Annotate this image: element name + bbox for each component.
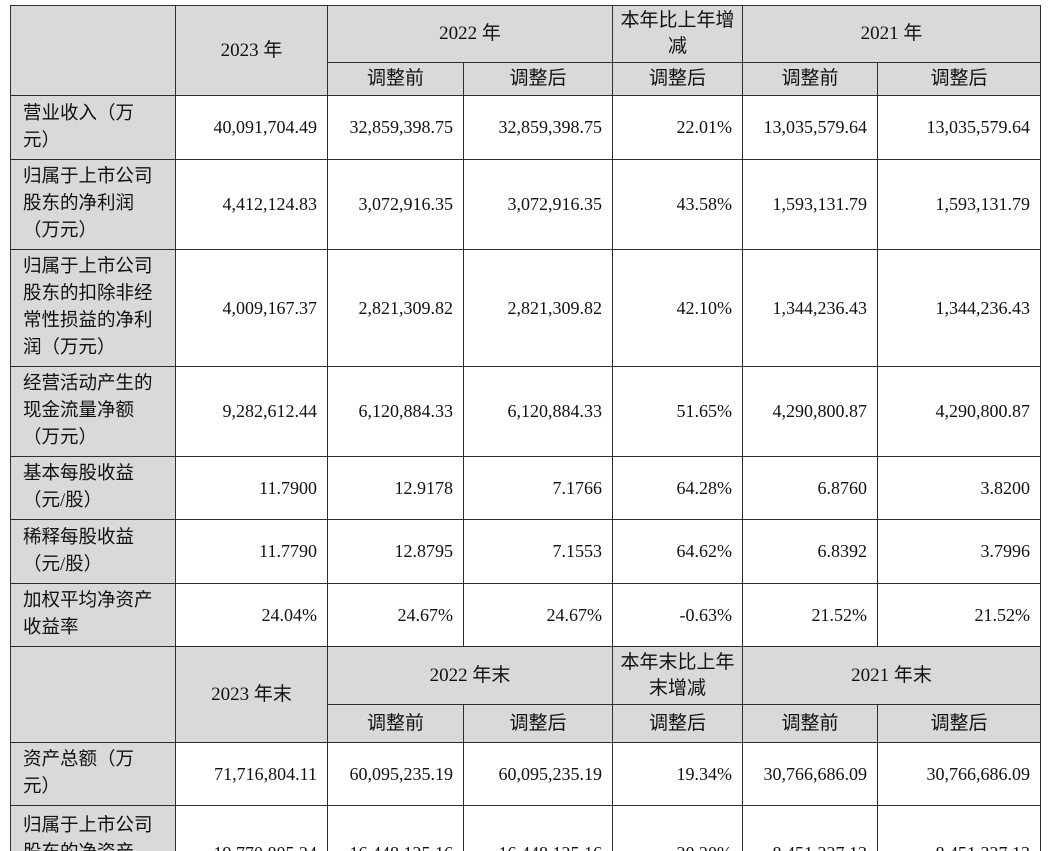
table-row-weighted-roe: 加权平均净资产收益率 24.04% 24.67% 24.67% -0.63% 2… [10, 583, 1042, 647]
table-row-net-profit: 归属于上市公司股东的净利润（万元） 4,412,124.83 3,072,916… [10, 159, 1042, 250]
adj-after-2021-header: 调整后 [877, 62, 1042, 96]
adj-before-2021-header: 调整前 [742, 62, 879, 96]
adj-before-2021ye-header: 调整前 [742, 704, 879, 743]
adj-after-2022ye-header: 调整后 [462, 704, 614, 743]
value-cell: 7.1766 [462, 456, 614, 520]
value-cell: 13,035,579.64 [742, 95, 879, 160]
value-cell: 6,120,884.33 [327, 366, 464, 457]
value-cell: 4,412,124.83 [175, 159, 328, 250]
annual-subheader-row: 调整前 调整后 调整后 调整前 调整后 [11, 62, 1042, 96]
key-financials-table: 2023 年 2022 年 本年比上年增减 2021 年 调整前 调整后 调整后… [10, 5, 1042, 851]
row-label: 基本每股收益（元/股） [10, 456, 176, 520]
yearend-change-header: 本年末比上年末增减 [612, 646, 744, 705]
value-cell: 30,766,686.09 [742, 742, 879, 806]
value-cell: 4,009,167.37 [175, 249, 328, 367]
value-cell: 13,035,579.64 [877, 95, 1042, 160]
value-cell: 1,593,131.79 [742, 159, 879, 250]
yearend-subheader-row: 调整前 调整后 调整后 调整前 调整后 [11, 704, 1042, 743]
yearend-header-row: 2023 年末 2022 年末 本年末比上年末增减 2021 年末 [10, 646, 1042, 743]
value-cell: 21.52% [742, 583, 879, 647]
adj-after-2021ye-header: 调整后 [877, 704, 1042, 743]
value-cell: 32,859,398.75 [462, 95, 614, 160]
value-cell: 9,282,612.44 [175, 366, 328, 457]
value-cell: 24.04% [175, 583, 328, 647]
value-cell: 16,448,125.16 [327, 805, 464, 851]
value-cell: 71,716,804.11 [175, 742, 328, 806]
adj-after-ye-change-header: 调整后 [612, 704, 744, 743]
value-cell: 19.34% [612, 742, 744, 806]
value-cell: 4,290,800.87 [742, 366, 879, 457]
adj-before-2022ye-header: 调整前 [327, 704, 464, 743]
row-label: 归属于上市公司股东的扣除非经常性损益的净利润（万元） [10, 249, 176, 367]
value-cell: 3.8200 [877, 456, 1042, 520]
value-cell: 3,072,916.35 [327, 159, 464, 250]
value-cell: 11.7790 [175, 519, 328, 584]
row-label: 资产总额（万元） [10, 742, 176, 806]
row-label: 营业收入（万元） [10, 95, 176, 160]
value-cell: 16,448,125.16 [462, 805, 614, 851]
value-cell: 60,095,235.19 [327, 742, 464, 806]
value-cell: 40,091,704.49 [175, 95, 328, 160]
yearend-2022-header: 2022 年末 [326, 646, 614, 705]
value-cell: 43.58% [612, 159, 744, 250]
value-cell: 12.8795 [327, 519, 464, 584]
value-cell: 2,821,309.82 [462, 249, 614, 367]
corner-blank-cell [10, 5, 176, 96]
year-2021-header: 2021 年 [742, 5, 1042, 63]
value-cell: 1,344,236.43 [877, 249, 1042, 367]
year-2023-header: 2023 年 [175, 5, 328, 96]
adj-after-2022-header: 调整后 [462, 62, 614, 96]
yearend-2021-header: 2021 年末 [742, 646, 1042, 705]
value-cell: 1,593,131.79 [877, 159, 1042, 250]
value-cell: 24.67% [327, 583, 464, 647]
row-label: 加权平均净资产收益率 [10, 583, 176, 647]
table-row-net-assets: 归属于上市公司股东的净资产（万元） 19,770,805.24 16,448,1… [10, 805, 1042, 851]
adj-before-2022-header: 调整前 [327, 62, 464, 96]
value-cell: 2,821,309.82 [327, 249, 464, 367]
value-cell: 3,072,916.35 [462, 159, 614, 250]
value-cell: 4,290,800.87 [877, 366, 1042, 457]
value-cell: 8,451,327.13 [742, 805, 879, 851]
table-row-total-assets: 资产总额（万元） 71,716,804.11 60,095,235.19 60,… [10, 742, 1042, 806]
value-cell: 6,120,884.33 [462, 366, 614, 457]
table-row-operating-revenue: 营业收入（万元） 40,091,704.49 32,859,398.75 32,… [10, 95, 1042, 160]
value-cell: 30,766,686.09 [877, 742, 1042, 806]
adj-after-change-header: 调整后 [612, 62, 744, 96]
corner-blank-cell-2 [10, 646, 176, 743]
row-label: 经营活动产生的现金流量净额（万元） [10, 366, 176, 457]
value-cell: 64.28% [612, 456, 744, 520]
row-label: 稀释每股收益（元/股） [10, 519, 176, 584]
value-cell: 60,095,235.19 [462, 742, 614, 806]
value-cell: -0.63% [612, 583, 744, 647]
value-cell: 6.8760 [742, 456, 879, 520]
value-cell: 42.10% [612, 249, 744, 367]
table-row-operating-cash-flow: 经营活动产生的现金流量净额（万元） 9,282,612.44 6,120,884… [10, 366, 1042, 457]
value-cell: 6.8392 [742, 519, 879, 584]
value-cell: 19,770,805.24 [175, 805, 328, 851]
value-cell: 64.62% [612, 519, 744, 584]
annual-header-row: 2023 年 2022 年 本年比上年增减 2021 年 [10, 5, 1042, 96]
value-cell: 51.65% [612, 366, 744, 457]
table-row-basic-eps: 基本每股收益（元/股） 11.7900 12.9178 7.1766 64.28… [10, 456, 1042, 520]
value-cell: 11.7900 [175, 456, 328, 520]
table-row-net-profit-deducted: 归属于上市公司股东的扣除非经常性损益的净利润（万元） 4,009,167.37 … [10, 249, 1042, 367]
yoy-change-header: 本年比上年增减 [612, 5, 744, 63]
value-cell: 7.1553 [462, 519, 614, 584]
value-cell: 20.20% [612, 805, 744, 851]
row-label: 归属于上市公司股东的净利润（万元） [10, 159, 176, 250]
value-cell: 8,451,327.13 [877, 805, 1042, 851]
value-cell: 12.9178 [327, 456, 464, 520]
row-label: 归属于上市公司股东的净资产（万元） [10, 805, 176, 851]
value-cell: 21.52% [877, 583, 1042, 647]
value-cell: 22.01% [612, 95, 744, 160]
value-cell: 32,859,398.75 [327, 95, 464, 160]
value-cell: 3.7996 [877, 519, 1042, 584]
value-cell: 24.67% [462, 583, 614, 647]
table-row-diluted-eps: 稀释每股收益（元/股） 11.7790 12.8795 7.1553 64.62… [10, 519, 1042, 584]
year-2022-header: 2022 年 [326, 5, 614, 63]
value-cell: 1,344,236.43 [742, 249, 879, 367]
yearend-2023-header: 2023 年末 [175, 646, 328, 743]
